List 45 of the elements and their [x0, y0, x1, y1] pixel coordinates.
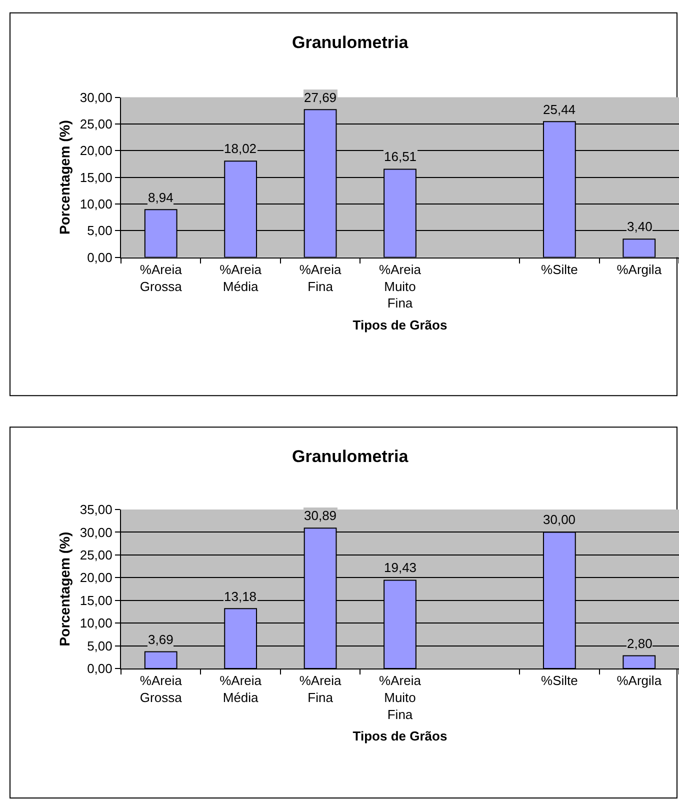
x-axis-title: Tipos de Grãos [352, 728, 448, 744]
y-tick-label: 15,00 [80, 170, 112, 185]
y-axis-title: Porcentagem (%) [56, 532, 72, 646]
x-tick-label: %Areia Muito Fina [379, 262, 422, 311]
y-tick-label: 20,00 [80, 143, 112, 158]
x-tick-label: %Areia Grossa [140, 673, 183, 706]
data-label: 13,18 [224, 589, 257, 604]
y-tick-label: 5,00 [87, 638, 112, 654]
y-tick-label: 0,00 [87, 250, 112, 265]
y-tick-label: 5,00 [87, 223, 112, 238]
y-tick-label: 25,00 [80, 547, 112, 562]
data-label: 3,69 [148, 632, 174, 647]
y-tick-label: 20,00 [80, 570, 112, 586]
x-tick-label: %Areia Fina [299, 673, 342, 706]
y-axis-title: Porcentagem (%) [56, 120, 72, 234]
y-tick-label: 30,00 [80, 524, 112, 540]
data-label: 30,00 [543, 512, 576, 527]
data-label: 25,44 [543, 102, 576, 117]
data-label: 27,69 [304, 90, 337, 105]
x-tick-label: %Argila [616, 262, 662, 277]
data-label: 3,40 [627, 219, 652, 234]
y-tick-label: 35,00 [80, 502, 112, 518]
chart-title: Granulometria [292, 447, 409, 466]
y-tick-label: 25,00 [80, 116, 112, 132]
x-axis-title: Tipos de Grãos [352, 317, 448, 332]
y-tick-label: 15,00 [80, 592, 112, 608]
x-tick-label: %Silte [541, 262, 578, 277]
y-tick-label: 0,00 [87, 661, 112, 676]
data-label: 18,02 [224, 141, 257, 156]
y-tick-label: 10,00 [80, 196, 112, 212]
x-tick-label: %Areia Grossa [140, 262, 183, 294]
data-label: 2,80 [627, 636, 652, 651]
x-tick-label: %Areia Fina [299, 262, 342, 294]
data-label: 16,51 [384, 149, 417, 164]
y-tick-label: 10,00 [80, 616, 112, 631]
x-tick-label: %Argila [616, 673, 662, 688]
x-tick-label: %Areia Média [220, 673, 262, 706]
x-tick-label: %Silte [541, 673, 578, 688]
x-tick-label: %Areia Média [220, 262, 262, 294]
chart-title: Granulometria [292, 33, 409, 52]
data-label: 19,43 [384, 560, 417, 575]
x-tick-label: %Areia Muito Fina [379, 673, 422, 722]
y-tick-label: 30,00 [80, 90, 112, 105]
data-label: 8,94 [148, 190, 174, 205]
data-label: 30,89 [304, 508, 337, 523]
